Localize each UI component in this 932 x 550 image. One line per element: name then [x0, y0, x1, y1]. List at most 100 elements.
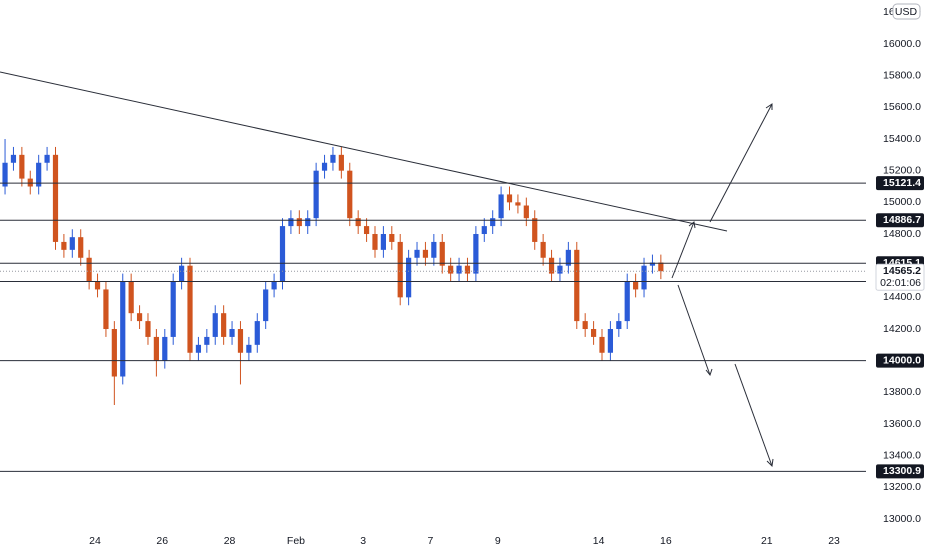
y-tick-label: 15400.0	[883, 133, 921, 145]
arrow	[677, 284, 711, 376]
candle-body	[347, 170, 353, 219]
x-tick-label: 28	[224, 535, 236, 547]
candle-body	[439, 241, 445, 266]
candle-body	[599, 336, 605, 353]
candle-body	[372, 234, 378, 250]
candle-body	[397, 241, 403, 298]
candle-body	[313, 170, 319, 219]
arrow-head	[705, 368, 713, 377]
y-tick-label: 14200.0	[883, 323, 921, 335]
y-tick-label: 14400.0	[883, 291, 921, 303]
candle-body	[649, 262, 656, 266]
last-price-label: 14565.2	[883, 265, 921, 277]
x-tick-label: 23	[828, 535, 840, 547]
y-tick-label: 15600.0	[883, 101, 921, 113]
candle-body	[27, 178, 33, 187]
candle-body	[170, 281, 176, 337]
candle-body	[212, 313, 218, 337]
candle-body	[355, 218, 361, 227]
x-tick-label: 14	[593, 535, 605, 547]
candle-body	[431, 241, 437, 258]
candle-body	[61, 241, 67, 250]
candle-body	[179, 265, 185, 282]
arrow	[734, 363, 773, 467]
candle-body	[111, 329, 117, 377]
level-label: 14000.0	[883, 354, 921, 366]
candle-body	[658, 262, 664, 272]
countdown: 02:01:06	[880, 277, 921, 289]
candle-body	[305, 218, 311, 227]
candle-body	[616, 321, 622, 330]
candle-body	[590, 329, 597, 337]
level-label-bg	[876, 176, 924, 191]
y-tick-label: 13000.0	[883, 513, 921, 525]
candle-body	[422, 249, 429, 258]
last-price-bg	[875, 263, 925, 291]
candle-body	[94, 281, 101, 290]
arrow	[671, 221, 695, 279]
candle-body	[19, 154, 25, 179]
x-tick-label: Feb	[287, 535, 305, 547]
candle-body	[548, 257, 555, 274]
y-tick-label: 15800.0	[883, 69, 921, 81]
arrow-head	[765, 103, 773, 110]
currency-badge[interactable]	[892, 3, 921, 20]
candle-body	[380, 234, 386, 250]
candle-body	[86, 257, 92, 282]
candle-body	[52, 154, 59, 242]
candle-body	[271, 281, 277, 290]
y-tick-label: 16000.0	[883, 38, 921, 50]
candle-body	[633, 281, 639, 290]
arrow-head	[766, 458, 774, 468]
candle-body	[246, 344, 252, 353]
candle-body	[448, 265, 454, 274]
x-tick-label: 24	[89, 535, 101, 547]
level-label: 14886.7	[883, 214, 921, 226]
level-label: 15121.4	[883, 177, 921, 189]
candle-body	[136, 313, 143, 322]
candle-body	[363, 226, 370, 235]
candle-body	[279, 226, 286, 282]
level-label-bg	[876, 464, 924, 479]
candle-body	[490, 218, 496, 227]
currency: USD	[895, 6, 918, 18]
candle-body	[36, 162, 42, 187]
y-tick-label: 13800.0	[883, 386, 921, 398]
candle-body	[574, 249, 580, 322]
candle-body	[103, 289, 109, 330]
candle-body	[481, 226, 487, 235]
candle-body	[321, 162, 328, 171]
x-tick-label: 9	[495, 535, 501, 547]
x-tick-label: 7	[428, 535, 434, 547]
y-tick-label: 13200.0	[883, 481, 921, 493]
candle-body	[296, 218, 302, 227]
candle-body	[145, 321, 151, 337]
level-label: 13300.9	[883, 465, 921, 477]
candle-body	[69, 237, 75, 250]
candle-body	[204, 336, 210, 345]
y-tick-label: 13600.0	[883, 418, 921, 430]
candle-body	[330, 154, 336, 163]
candle-body	[237, 329, 244, 353]
candle-body	[464, 265, 471, 274]
candle-body	[263, 289, 269, 322]
candle-body	[406, 257, 412, 298]
y-tick-label: 14800.0	[883, 228, 921, 240]
candle-body	[540, 241, 546, 258]
x-tick-label: 3	[360, 535, 366, 547]
candle-body	[254, 321, 260, 345]
candle-body	[582, 321, 588, 330]
candle-body	[515, 202, 521, 206]
candle-body	[128, 281, 134, 314]
x-tick-label: 16	[660, 535, 672, 547]
candle-body	[338, 154, 344, 171]
candle-body	[456, 265, 462, 274]
candle-body	[2, 162, 8, 187]
candle-body	[607, 329, 614, 353]
candle-body	[557, 265, 563, 274]
candle-body	[473, 234, 479, 274]
candle-body	[523, 205, 529, 219]
y-tick-label: 15000.0	[883, 196, 921, 208]
